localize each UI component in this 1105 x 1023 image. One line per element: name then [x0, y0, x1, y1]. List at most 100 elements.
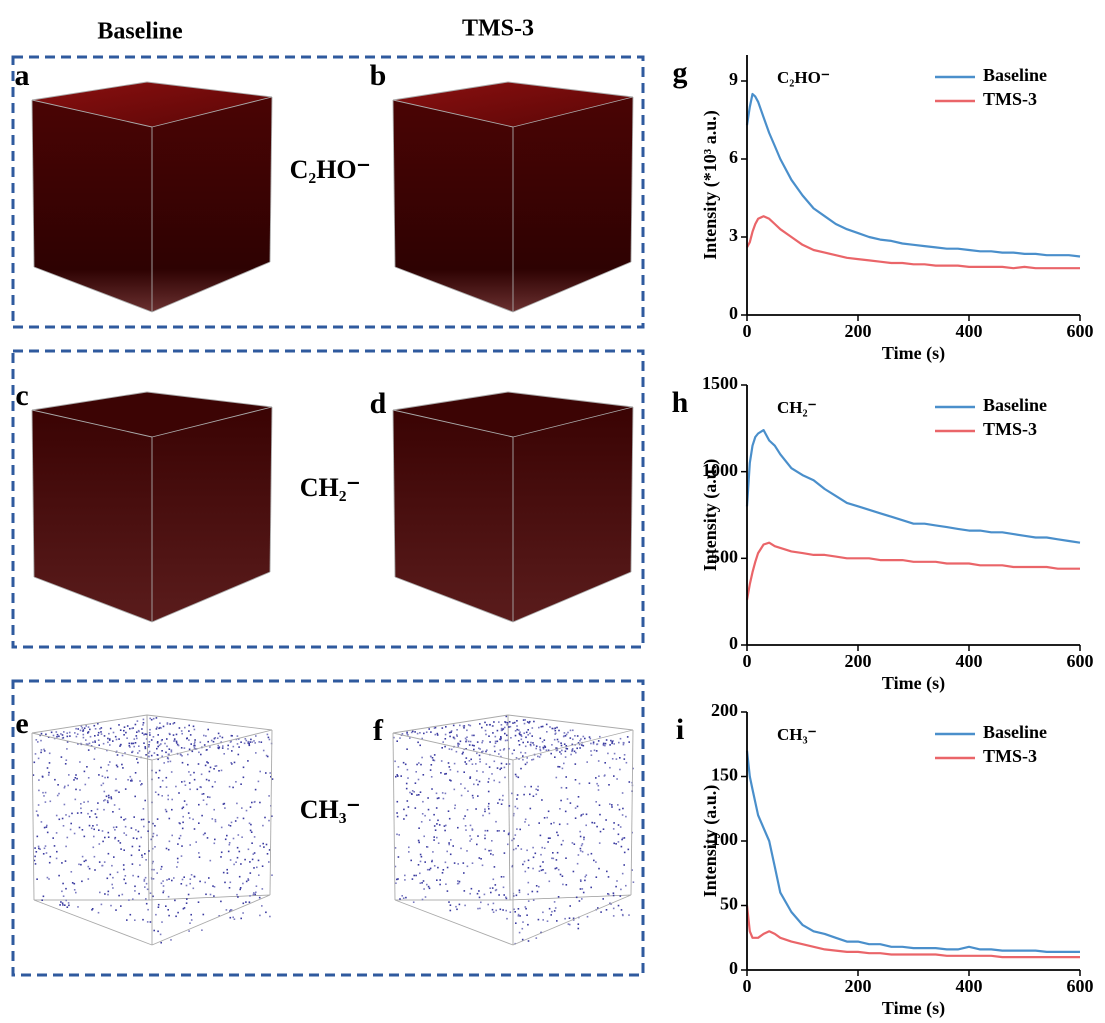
cube-dot — [500, 749, 502, 751]
cube-dot — [515, 730, 517, 732]
cube-dot — [442, 792, 444, 794]
cube-dot — [120, 848, 122, 850]
cube-dot — [68, 774, 70, 776]
cube-dot — [258, 781, 260, 783]
cube-dot — [93, 847, 95, 849]
cube-dot — [565, 776, 567, 778]
cube-dot — [157, 746, 159, 748]
cube-dot — [441, 760, 443, 762]
cube-dot — [186, 804, 188, 806]
cube-dot — [607, 753, 609, 755]
cube-dot — [89, 825, 91, 827]
cube-dot — [108, 853, 110, 855]
cube-dot — [405, 897, 407, 899]
cube-dot — [422, 813, 424, 815]
data-line — [747, 430, 1080, 543]
cube-dot — [546, 731, 548, 733]
cube-dot — [439, 879, 441, 881]
cube-dot — [544, 847, 546, 849]
cube-dot — [194, 828, 196, 830]
cube-dot — [457, 880, 459, 882]
cube-dot — [247, 760, 249, 762]
cube-dot — [70, 829, 72, 831]
cube-dot — [441, 747, 443, 749]
cube-dot — [177, 912, 179, 914]
cube-dot — [445, 862, 447, 864]
y-axis-label: Intensity (*10³ a.u.) — [700, 110, 721, 259]
cube-dot — [397, 801, 399, 803]
cube-dot — [598, 760, 600, 762]
cube-dot — [597, 743, 599, 745]
cube-dot — [98, 774, 100, 776]
cube-dot — [522, 864, 524, 866]
cube-dot — [43, 795, 45, 797]
cube-dot — [103, 809, 105, 811]
cube-dot — [599, 804, 601, 806]
cube-dot — [621, 846, 623, 848]
cube-dot — [436, 879, 438, 881]
cube-dot — [497, 830, 499, 832]
cube-dot — [62, 818, 64, 820]
cube-dot — [501, 724, 503, 726]
cube-dot — [143, 742, 145, 744]
cube-dot — [104, 893, 106, 895]
cube-dot — [598, 868, 600, 870]
cube-dot — [528, 860, 530, 862]
cube-dot — [191, 919, 193, 921]
cube-dot — [41, 749, 43, 751]
cube-dot — [469, 840, 471, 842]
cube-dot — [109, 761, 111, 763]
cube-dot — [75, 789, 77, 791]
cube-dot — [207, 741, 209, 743]
cube-dot — [532, 868, 534, 870]
cube-dot — [470, 741, 472, 743]
cube-dot — [569, 905, 571, 907]
cube-dot — [621, 909, 623, 911]
cube-dot — [230, 741, 232, 743]
cube-dot — [543, 747, 545, 749]
cube-dot — [476, 753, 478, 755]
cube-dot — [415, 782, 417, 784]
cube-dot — [138, 893, 140, 895]
cube-dot — [42, 776, 44, 778]
cube-dot — [484, 811, 486, 813]
cube-dot — [125, 883, 127, 885]
cube-dot — [489, 724, 491, 726]
cube-dot — [442, 727, 444, 729]
cube-dot — [563, 735, 565, 737]
cube-dot — [116, 765, 118, 767]
cube-dot — [248, 741, 250, 743]
cube-dot — [144, 886, 146, 888]
cube-dot — [71, 871, 73, 873]
cube-dot — [61, 891, 63, 893]
cube-dot — [230, 825, 232, 827]
cube-dot — [67, 785, 69, 787]
cube-dot — [62, 737, 64, 739]
cube-dot — [186, 898, 188, 900]
cube-dot — [407, 769, 409, 771]
cube-dot — [228, 824, 230, 826]
cube-dot — [506, 763, 508, 765]
cube-dot — [141, 819, 143, 821]
cube-dot — [135, 742, 137, 744]
cube-dot — [144, 879, 146, 881]
cube-dot — [473, 735, 475, 737]
cube-dot — [203, 793, 205, 795]
cube-dot — [457, 863, 459, 865]
cube-dot — [144, 880, 146, 882]
cube-dot — [212, 786, 214, 788]
cube-face — [152, 97, 272, 312]
cube-dot — [421, 821, 423, 823]
cube-dot — [233, 746, 235, 748]
cube-dot — [258, 741, 260, 743]
x-axis-label: Time (s) — [882, 673, 945, 694]
cube-dot — [479, 758, 481, 760]
cube-dot — [142, 732, 144, 734]
cube-dot — [174, 740, 176, 742]
cube-dot — [145, 754, 147, 756]
cube-dot — [450, 780, 452, 782]
cube-dot — [531, 735, 533, 737]
cube-dot — [110, 796, 112, 798]
cube-dot — [241, 836, 243, 838]
cube-dot — [177, 858, 179, 860]
